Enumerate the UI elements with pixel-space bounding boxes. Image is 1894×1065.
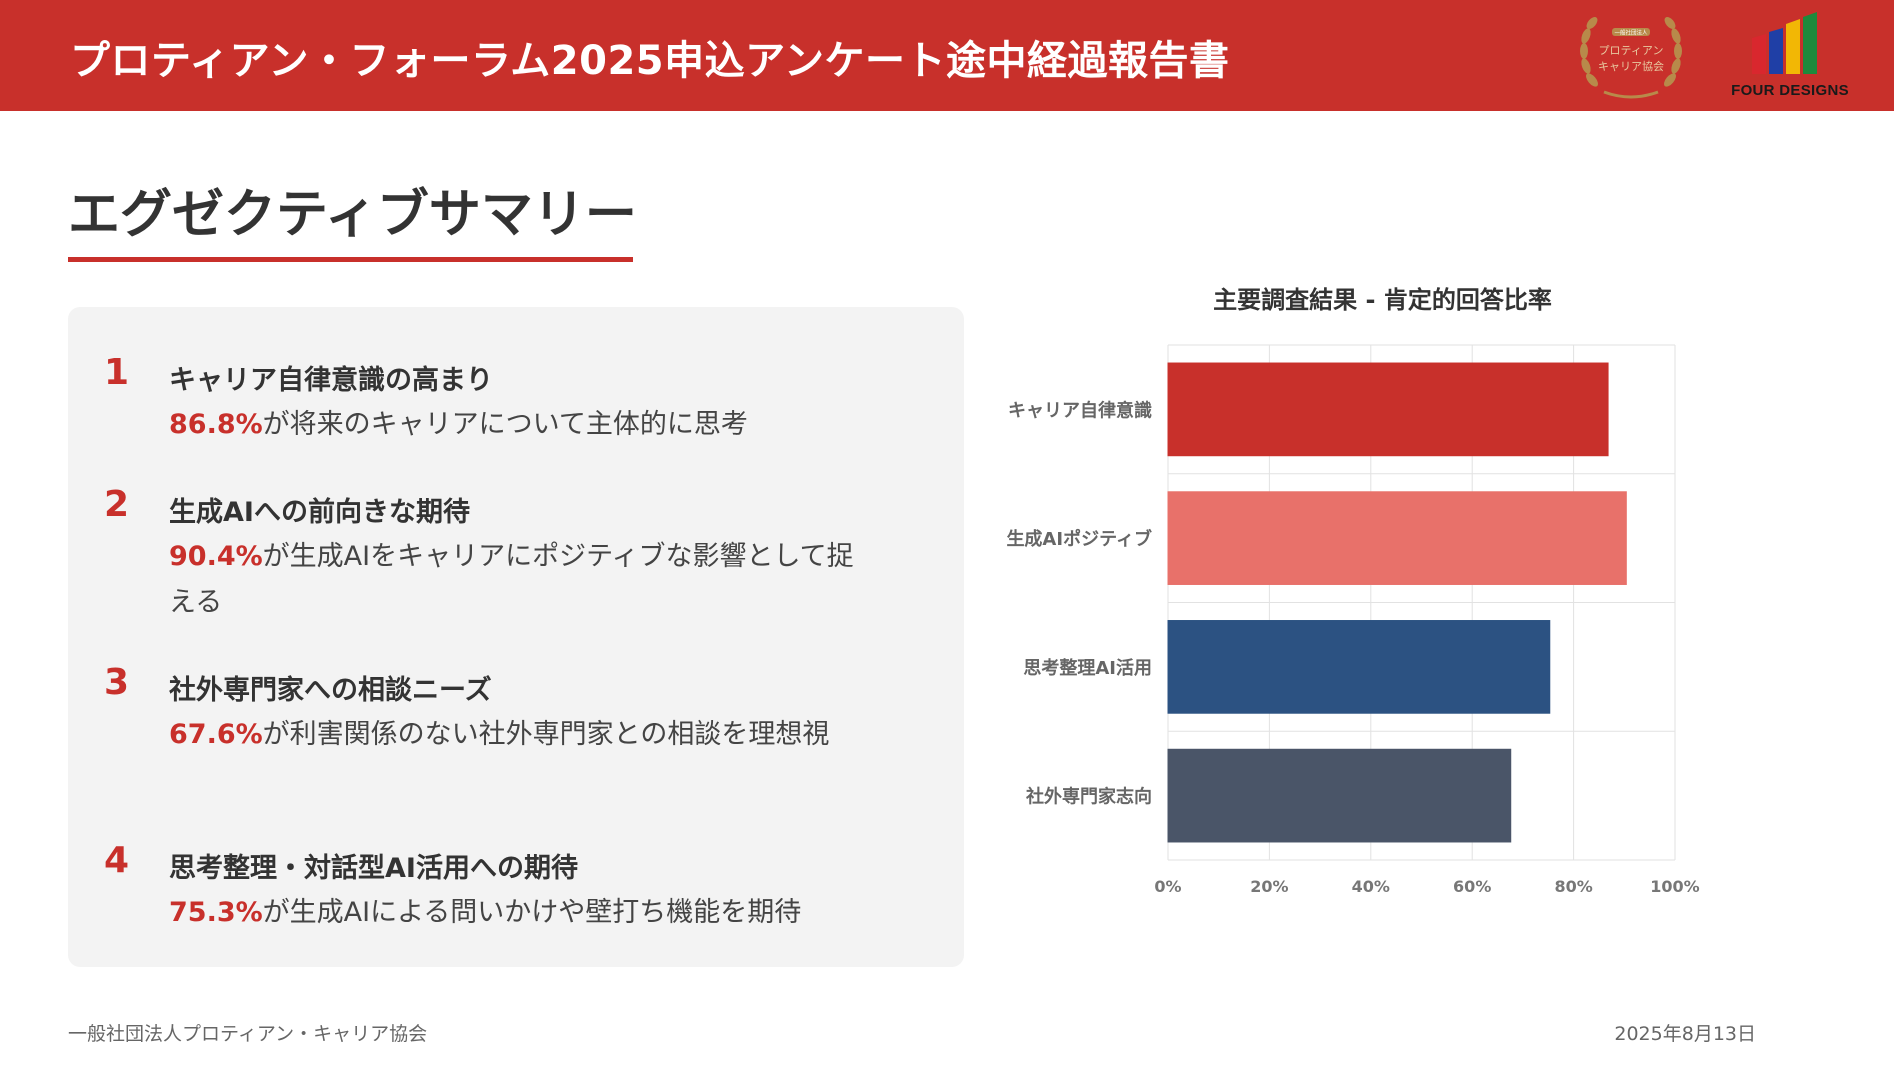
chart-x-tick-label: 40%	[1352, 877, 1390, 896]
chart-category-label: 社外専門家志向	[1026, 786, 1152, 808]
chart-bar	[1167, 620, 1551, 714]
finding-description: 90.4%が生成AIをキャリアにポジティブな影響として捉える	[169, 534, 869, 626]
chart-x-tick-label: 80%	[1554, 877, 1592, 896]
finding-number: 2	[104, 484, 130, 525]
finding-title: 社外専門家への相談ニーズ	[169, 675, 492, 706]
chart-category-label: キャリア自律意識	[1008, 399, 1152, 421]
chart-x-tick-label: 60%	[1453, 877, 1491, 896]
report-title: プロティアン・フォーラム2025申込アンケート途中経過報告書	[70, 38, 1230, 84]
finding-description-text: が生成AIによる問いかけや壁打ち機能を期待	[262, 897, 802, 928]
finding-percent: 86.8%	[169, 409, 263, 440]
footer-date: 2025年8月13日	[1614, 1023, 1756, 1045]
finding-number: 1	[104, 352, 130, 393]
bar-chart-logo-icon	[1752, 12, 1817, 74]
seal-line-1: プロティアン	[1599, 44, 1664, 57]
finding-description: 86.8%が将来のキャリアについて主体的に思考	[169, 402, 869, 448]
finding-number: 4	[104, 840, 130, 881]
seal-line-2: キャリア協会	[1598, 60, 1664, 73]
brand-name: FOUR DESIGNS	[1731, 82, 1849, 99]
finding-percent: 67.6%	[169, 719, 263, 750]
finding-title: キャリア自律意識の高まり	[169, 365, 493, 396]
finding-title: 思考整理・対話型AI活用への期待	[169, 853, 578, 884]
finding-title: 生成AIへの前向きな期待	[169, 497, 470, 528]
chart-x-tick-label: 20%	[1250, 877, 1288, 896]
chart-x-tick-label: 0%	[1154, 877, 1181, 896]
finding-description-text: が将来のキャリアについて主体的に思考	[262, 409, 748, 440]
finding-description: 75.3%が生成AIによる問いかけや壁打ち機能を期待	[169, 890, 869, 936]
finding-description: 67.6%が利害関係のない社外専門家との相談を理想視	[169, 712, 869, 758]
chart-x-tick-label: 100%	[1650, 877, 1699, 896]
section-title: エグゼクティブサマリー	[68, 185, 637, 245]
chart-bar	[1167, 491, 1627, 585]
seal-org-type: 一般社団法人	[1614, 29, 1648, 37]
four-designs-logo: FOUR DESIGNS	[1720, 10, 1860, 102]
finding-description-text: が利害関係のない社外専門家との相談を理想視	[262, 719, 830, 750]
section-underline	[68, 257, 633, 262]
association-seal-logo: 一般社団法人 プロティアン キャリア協会	[1580, 17, 1682, 99]
chart-category-label: 思考整理AI活用	[1023, 657, 1152, 679]
finding-percent: 75.3%	[169, 897, 263, 928]
chart-category-label: 生成AIポジティブ	[1006, 528, 1152, 550]
chart-title: 主要調査結果 - 肯定的回答比率	[1213, 286, 1552, 314]
key-findings-panel: 1 キャリア自律意識の高まり 86.8%が将来のキャリアについて主体的に思考 2…	[68, 307, 964, 967]
finding-percent: 90.4%	[169, 541, 263, 572]
header-bar: プロティアン・フォーラム2025申込アンケート途中経過報告書 一般社団法人 プロ…	[0, 0, 1894, 111]
chart-bar	[1167, 362, 1609, 457]
finding-description-text: が生成AIをキャリアにポジティブな影響として捉える	[169, 541, 854, 618]
positive-response-bar-chart: 0% 20% 40% 60% 80% 100% キャリア自律意識生成AIポジティブ思考整理A…	[1006, 344, 1700, 896]
footer-organization: 一般社団法人プロティアン・キャリア協会	[68, 1023, 428, 1045]
finding-number: 3	[104, 662, 130, 703]
chart-bar	[1167, 748, 1512, 843]
